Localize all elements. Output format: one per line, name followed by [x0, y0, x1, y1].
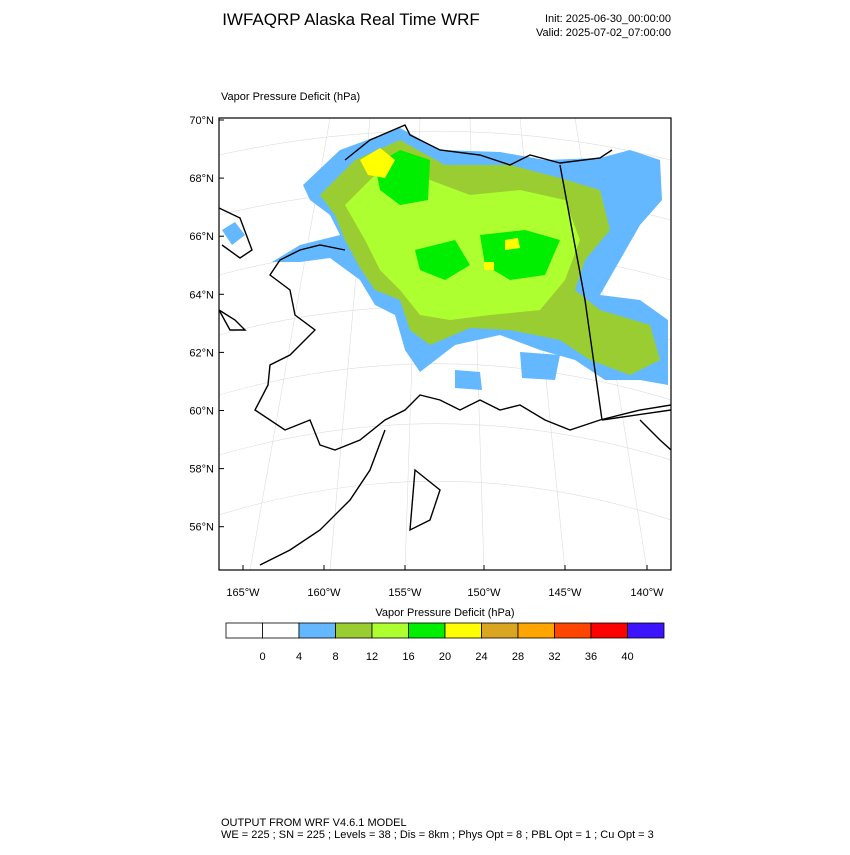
- colorbar-box: [590, 622, 628, 639]
- lat-label: 68°N: [189, 173, 214, 185]
- lat-labels: 70°N 68°N 66°N 64°N 62°N 60°N 58°N 56°N: [189, 115, 224, 534]
- colorbar-box: [335, 622, 373, 639]
- footer-line: WE = 225 ; SN = 225 ; Levels = 38 ; Dis …: [221, 829, 654, 841]
- colorbar-tick-label: 36: [585, 651, 597, 663]
- lon-label: 165°W: [226, 587, 260, 599]
- colorbar-tick-label: 40: [621, 651, 633, 663]
- colorbar-box: [408, 622, 446, 639]
- lat-label: 58°N: [189, 464, 214, 476]
- colorbar-tick-label: 20: [439, 651, 451, 663]
- footer-line: OUTPUT FROM WRF V4.6.1 MODEL: [221, 817, 407, 829]
- colorbar-tick-label: 32: [548, 651, 560, 663]
- colorbar-tick-label: 16: [402, 651, 414, 663]
- map-frame: [218, 117, 672, 571]
- lon-label: 140°W: [630, 587, 664, 599]
- lon-label: 150°W: [467, 587, 501, 599]
- colorbar-box: [262, 622, 300, 639]
- lat-label: 64°N: [189, 289, 214, 301]
- colorbar-tick-label: 0: [259, 651, 265, 663]
- colorbar-tick-label: 8: [332, 651, 338, 663]
- lat-label: 66°N: [189, 231, 214, 243]
- colorbar-tick-label: 4: [296, 651, 302, 663]
- colorbar-box: [444, 622, 482, 639]
- lat-label: 56°N: [189, 522, 214, 534]
- title: IWFAQRP Alaska Real Time WRF: [222, 10, 480, 29]
- lat-label: 60°N: [189, 406, 214, 418]
- colorbar-box: [371, 622, 409, 639]
- lon-label: 145°W: [548, 587, 582, 599]
- lat-label: 70°N: [189, 115, 214, 127]
- init-time: Init: 2025-06-30_00:00:00: [545, 13, 671, 25]
- colorbar-box: [298, 622, 336, 639]
- colorbar-label: Vapor Pressure Deficit (hPa): [375, 607, 514, 619]
- vpd-field: [222, 128, 668, 390]
- lon-label: 155°W: [388, 587, 422, 599]
- coastline: [219, 124, 671, 566]
- colorbar-box: [225, 622, 263, 639]
- valid-time: Valid: 2025-07-02_07:00:00: [536, 27, 671, 39]
- colorbar-box: [481, 622, 519, 639]
- colorbar-tick-label: 24: [475, 651, 487, 663]
- colorbar-box: [554, 622, 592, 639]
- colorbar-box: [627, 622, 665, 639]
- colorbar: 0 4 8 12 16 20 24 28 32 36 40: [225, 622, 665, 663]
- colorbar-box: [517, 622, 555, 639]
- map-label: Vapor Pressure Deficit (hPa): [221, 91, 360, 103]
- map: 70°N68°N66°N64°N62°N60°N58°N56°N 165°W 16…: [189, 115, 672, 599]
- lat-label: 62°N: [189, 347, 214, 359]
- colorbar-tick-label: 28: [512, 651, 524, 663]
- colorbar-tick-label: 12: [366, 651, 378, 663]
- lon-label: 160°W: [307, 587, 341, 599]
- lon-labels: 165°W 160°W 155°W 150°W 145°W 140°W: [226, 565, 664, 599]
